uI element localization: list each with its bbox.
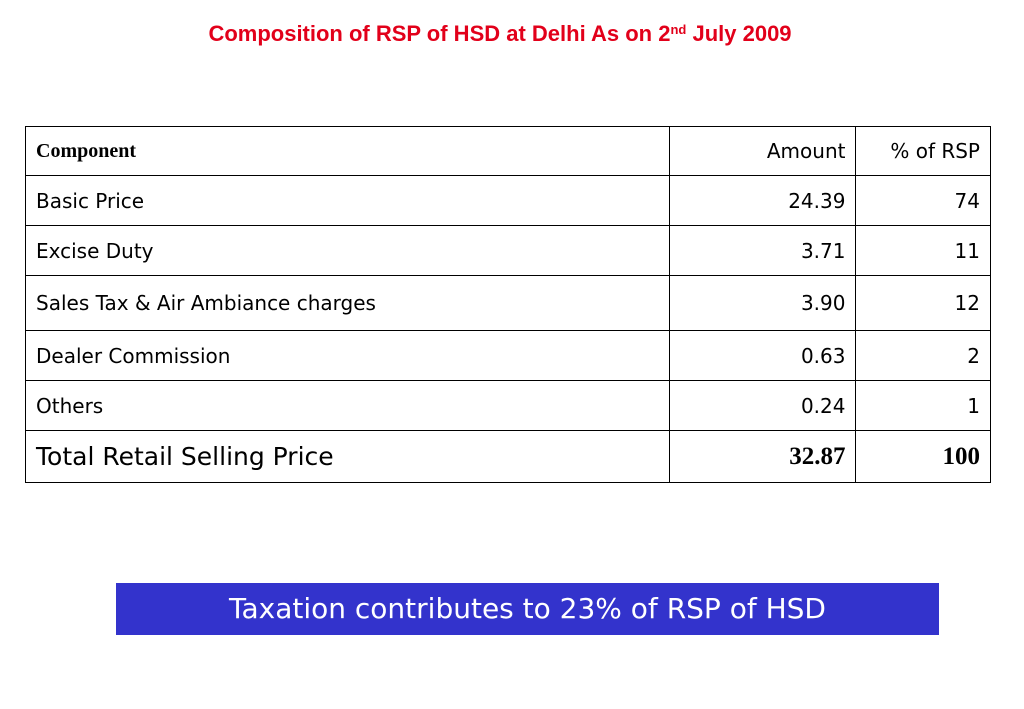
cell-percent: 74: [855, 175, 991, 226]
table-row: Others 0.24 1: [24, 380, 991, 431]
table-row: Excise Duty 3.71 11: [24, 225, 991, 276]
total-percent: 100: [855, 430, 991, 483]
cell-percent: 1: [855, 380, 991, 431]
cell-component: Excise Duty: [24, 225, 671, 276]
table-row: Sales Tax & Air Ambiance charges 3.90 12: [24, 275, 991, 331]
cell-component: Basic Price: [24, 175, 671, 226]
cell-component: Sales Tax & Air Ambiance charges: [24, 275, 671, 331]
table-total-row: Total Retail Selling Price 32.87 100: [24, 430, 991, 483]
table-header-row: Component Amount % of RSP: [24, 126, 991, 176]
total-component: Total Retail Selling Price: [24, 430, 671, 483]
total-amount: 32.87: [669, 430, 857, 483]
cell-amount: 0.24: [669, 380, 857, 431]
cell-component: Dealer Commission: [24, 330, 671, 381]
title-tail-text: July 2009: [686, 21, 792, 46]
title-main-text: Composition of RSP of HSD at Delhi As on…: [208, 21, 671, 46]
rsp-composition-table: Component Amount % of RSP Basic Price 24…: [24, 126, 991, 483]
header-percent: % of RSP: [855, 126, 991, 176]
cell-amount: 0.63: [669, 330, 857, 381]
taxation-banner: Taxation contributes to 23% of RSP of HS…: [116, 583, 939, 635]
cell-component: Others: [24, 380, 671, 431]
cell-percent: 12: [855, 275, 991, 331]
table-row: Basic Price 24.39 74: [24, 175, 991, 226]
cell-amount: 3.71: [669, 225, 857, 276]
title-superscript: nd: [670, 22, 687, 37]
header-component: Component: [24, 126, 671, 176]
slide-title: Composition of RSP of HSD at Delhi As on…: [0, 18, 1000, 50]
cell-percent: 11: [855, 225, 991, 276]
cell-amount: 24.39: [669, 175, 857, 226]
header-amount: Amount: [669, 126, 857, 176]
cell-amount: 3.90: [669, 275, 857, 331]
table-row: Dealer Commission 0.63 2: [24, 330, 991, 381]
cell-percent: 2: [855, 330, 991, 381]
